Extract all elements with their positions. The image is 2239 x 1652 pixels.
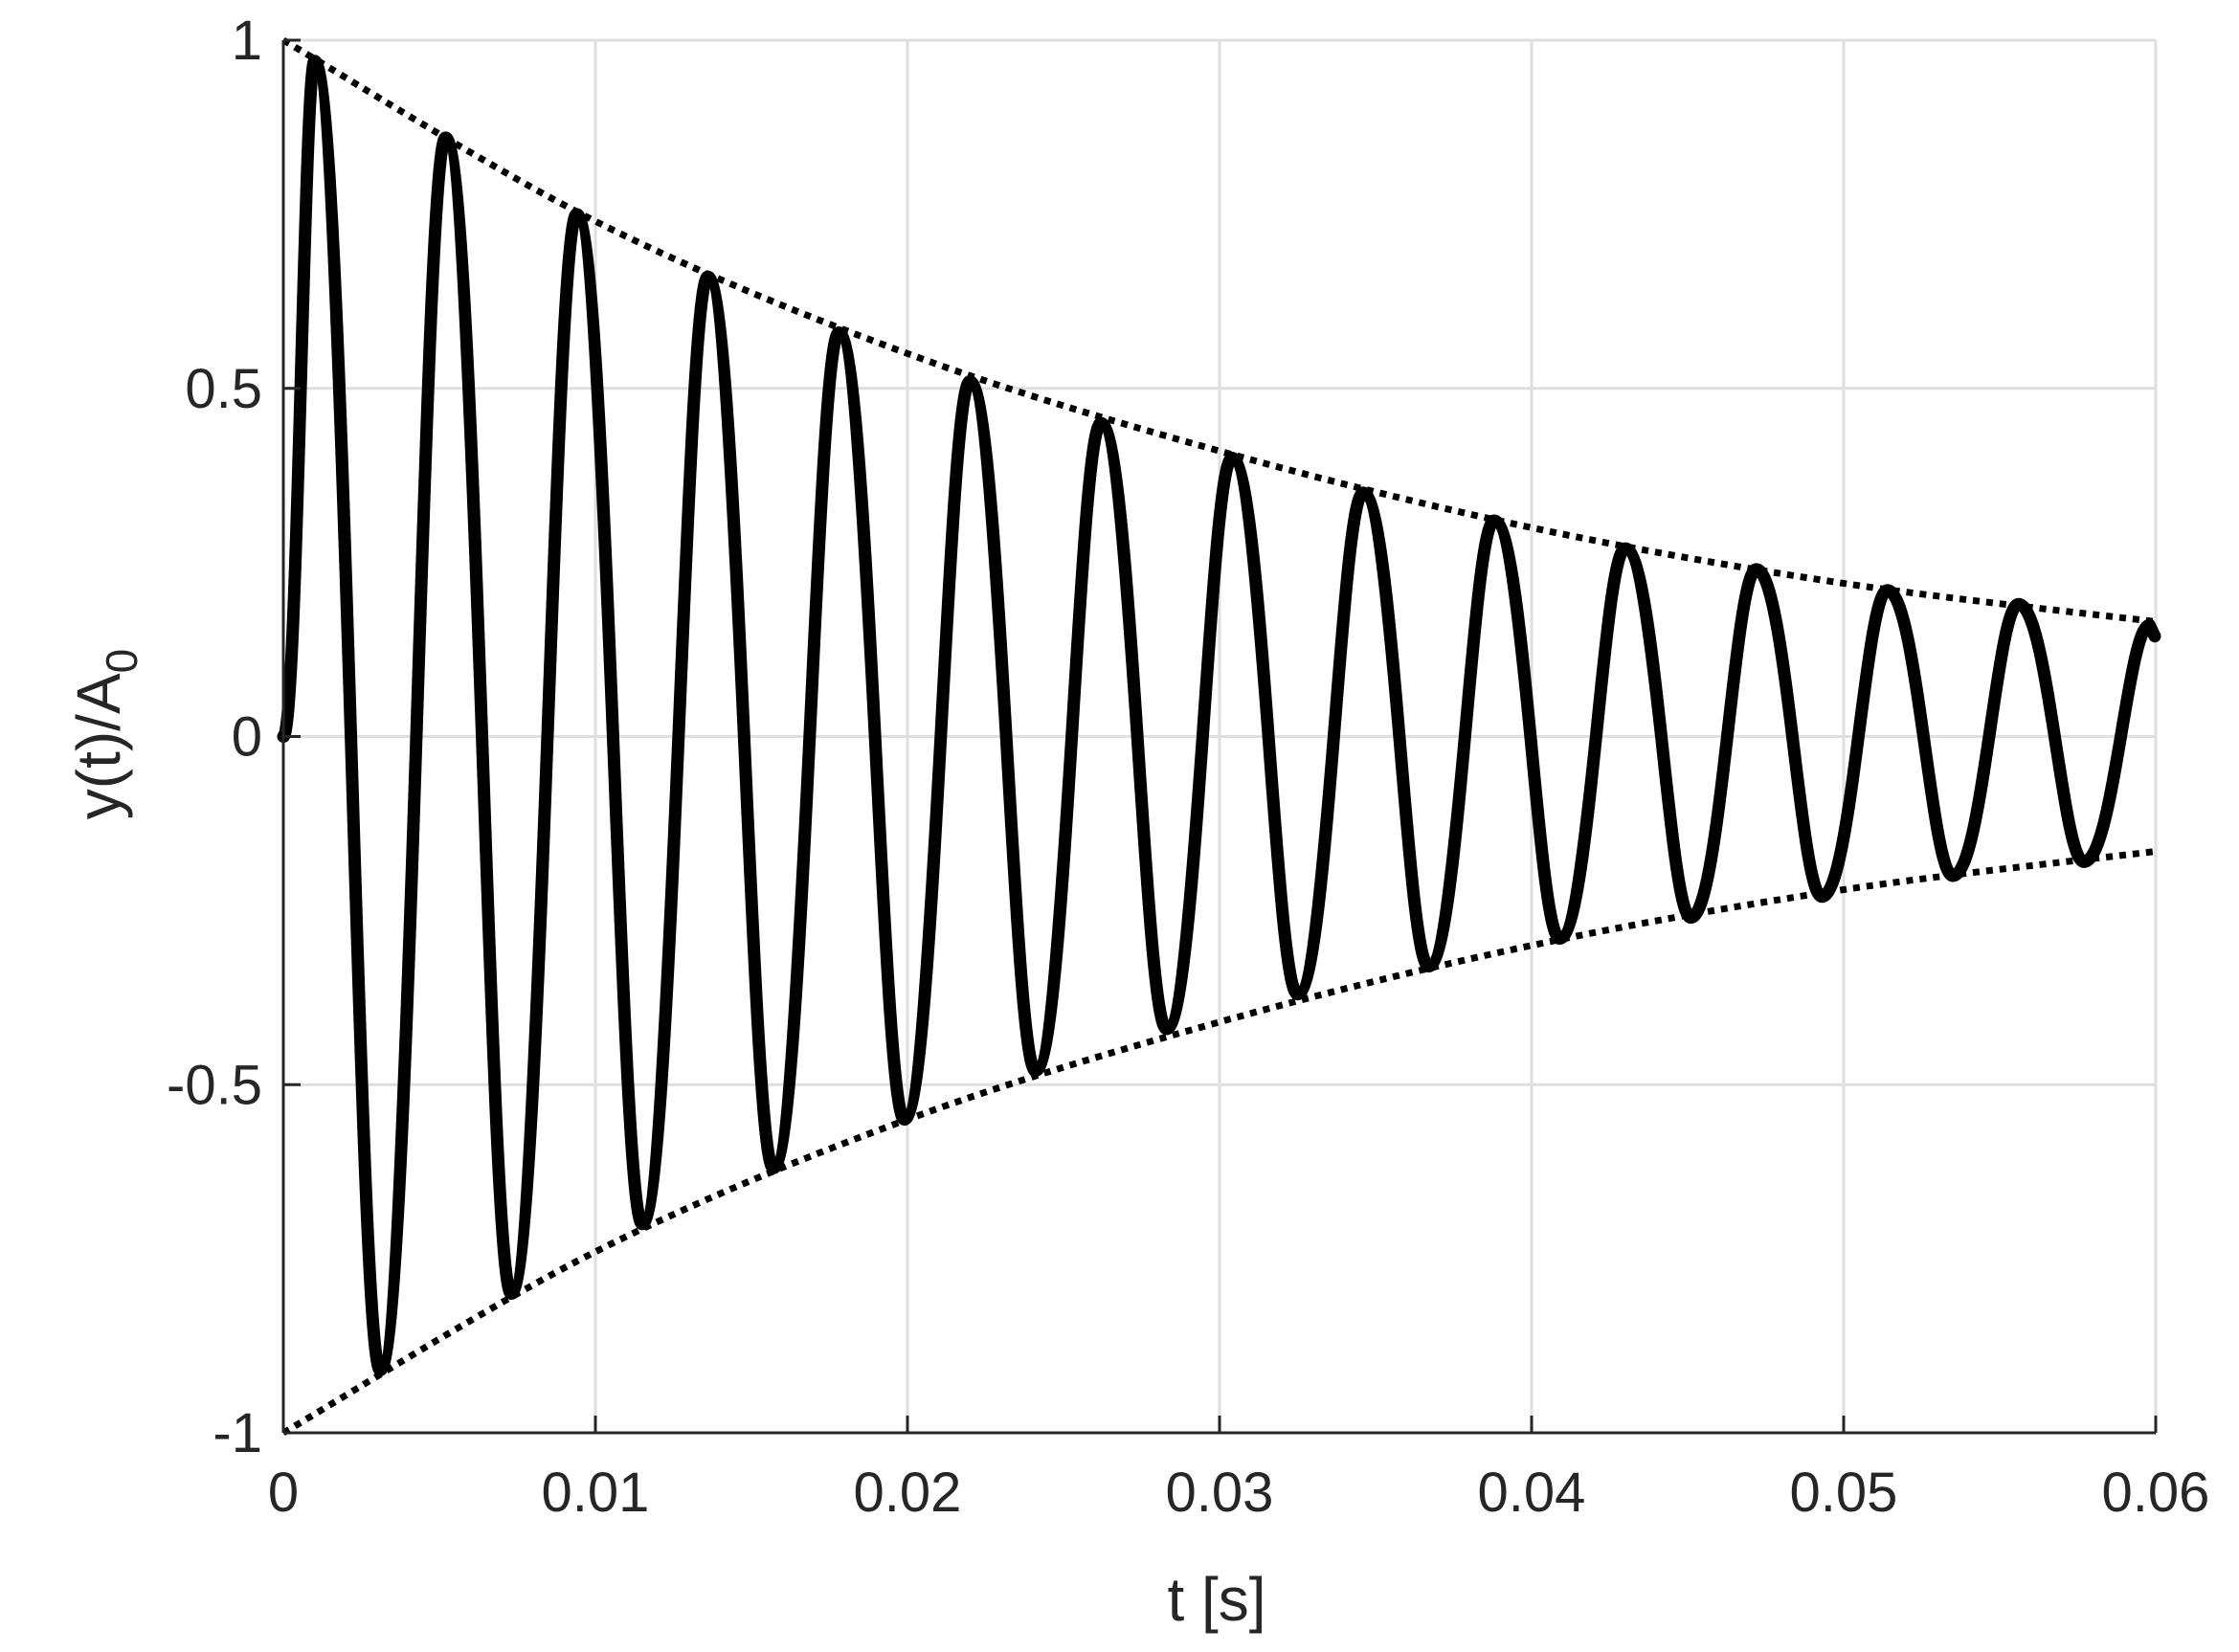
x-tick-label-3: 0.03 [1166,1462,1274,1524]
y-axis-label-subscript: 0 [97,649,146,674]
x-tick-label-1: 0.01 [542,1462,650,1524]
y-tick-label-1: -0.5 [167,1054,262,1116]
signal-line-0 [277,55,2161,1376]
envelope-line-2 [281,848,2157,1437]
axes [281,38,2158,1435]
y-axis-label-main: y(t)/A [64,673,133,819]
x-tick-label-2: 0.02 [854,1462,962,1524]
x-tick-label-4: 0.04 [1478,1462,1586,1524]
x-tick-label-0: 0 [268,1462,299,1524]
y-tick-label-4: 1 [232,10,262,72]
y-tick-label-2: 0 [232,706,262,769]
envelope-line-1 [281,36,2157,625]
y-tick-labels: -1 -0.5 0 0.5 1 [167,10,262,1464]
series-layer [277,36,2161,1437]
x-axis-label: t [s] [1167,1565,1265,1634]
y-tick-label-0: -1 [213,1402,262,1464]
x-tick-labels: 0 0.01 0.02 0.03 0.04 0.05 0.06 [268,1462,2210,1524]
x-tick-label-5: 0.05 [1790,1462,1898,1524]
x-tick-label-6: 0.06 [2102,1462,2210,1524]
y-axis-label: y(t)/A0 [64,649,146,819]
y-tick-label-3: 0.5 [185,358,262,420]
